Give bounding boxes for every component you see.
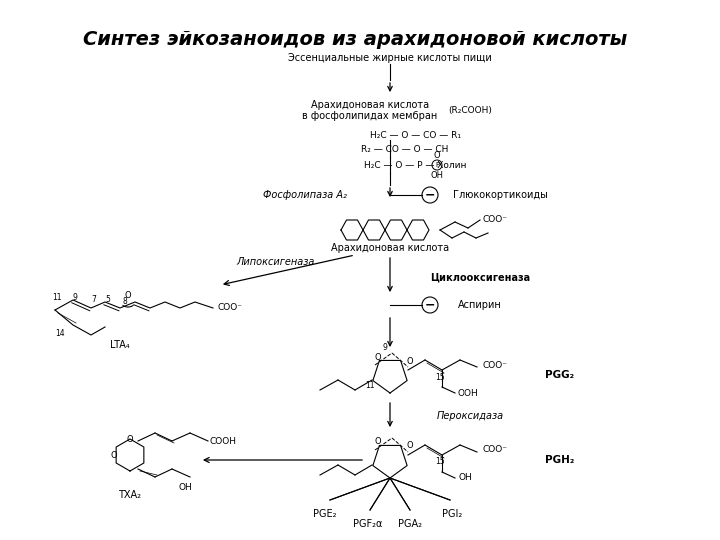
Text: Циклооксигеназа: Циклооксигеназа: [430, 273, 530, 283]
Text: COO⁻: COO⁻: [217, 303, 243, 313]
Text: (R₂COOH): (R₂COOH): [448, 105, 492, 114]
Text: −: −: [425, 299, 436, 312]
Text: O: O: [111, 450, 117, 460]
Text: PGH₂: PGH₂: [545, 455, 575, 465]
Text: Глюкокортикоиды: Глюкокортикоиды: [453, 190, 547, 200]
Text: Пероксидаза: Пероксидаза: [436, 411, 503, 421]
Text: 11: 11: [53, 293, 62, 301]
Text: O: O: [374, 437, 382, 447]
Text: 15: 15: [435, 457, 445, 467]
Text: PGG₂: PGG₂: [546, 370, 575, 380]
Text: 11: 11: [365, 381, 374, 389]
Text: COO⁻: COO⁻: [482, 215, 508, 225]
Text: COO⁻: COO⁻: [482, 361, 508, 369]
Text: PGF₂α: PGF₂α: [354, 519, 383, 529]
Text: COO⁻: COO⁻: [482, 446, 508, 455]
Text: 8: 8: [122, 298, 127, 307]
Text: R₂ — CO — O — CH: R₂ — CO — O — CH: [361, 145, 449, 154]
Text: O: O: [433, 151, 441, 159]
Text: 9: 9: [73, 293, 78, 301]
Text: LTA₄: LTA₄: [110, 340, 130, 350]
Text: O: O: [374, 353, 382, 361]
Text: −: −: [425, 188, 436, 201]
Text: COOH: COOH: [210, 436, 236, 446]
Text: OH: OH: [431, 172, 444, 180]
Text: Аспирин: Аспирин: [458, 300, 502, 310]
Text: 14: 14: [55, 328, 65, 338]
Text: Синтез эйкозаноидов из арахидоновой кислоты: Синтез эйкозаноидов из арахидоновой кисл…: [83, 30, 627, 49]
Text: 15: 15: [435, 373, 445, 381]
Text: O: O: [407, 356, 413, 366]
Text: H₂C — O — P — Холин: H₂C — O — P — Холин: [364, 160, 467, 170]
Text: OH: OH: [458, 474, 472, 483]
Text: O: O: [407, 442, 413, 450]
Text: в фосфолипидах мембран: в фосфолипидах мембран: [302, 111, 438, 121]
Text: Арахидоновая кислота: Арахидоновая кислота: [331, 243, 449, 253]
Text: PGI₂: PGI₂: [442, 509, 462, 519]
Text: Арахидоновая кислота: Арахидоновая кислота: [311, 100, 429, 110]
Text: 5: 5: [106, 294, 110, 303]
Text: O: O: [127, 435, 133, 443]
Text: Фосфолипаза А₂: Фосфолипаза А₂: [263, 190, 347, 200]
Text: TXA₂: TXA₂: [119, 490, 142, 500]
Text: PGA₂: PGA₂: [398, 519, 422, 529]
Text: P: P: [435, 162, 439, 168]
Text: OH: OH: [178, 483, 192, 491]
Text: Эссенциальные жирные кислоты пищи: Эссенциальные жирные кислоты пищи: [288, 53, 492, 63]
Text: H₂C — O — CO — R₁: H₂C — O — CO — R₁: [369, 131, 461, 139]
Text: O: O: [125, 292, 131, 300]
Text: 7: 7: [91, 295, 96, 305]
Text: PGE₂: PGE₂: [313, 509, 337, 519]
Text: OOH: OOH: [458, 388, 478, 397]
Text: Липоксигеназа: Липоксигеназа: [236, 257, 314, 267]
Text: 9: 9: [382, 342, 387, 352]
